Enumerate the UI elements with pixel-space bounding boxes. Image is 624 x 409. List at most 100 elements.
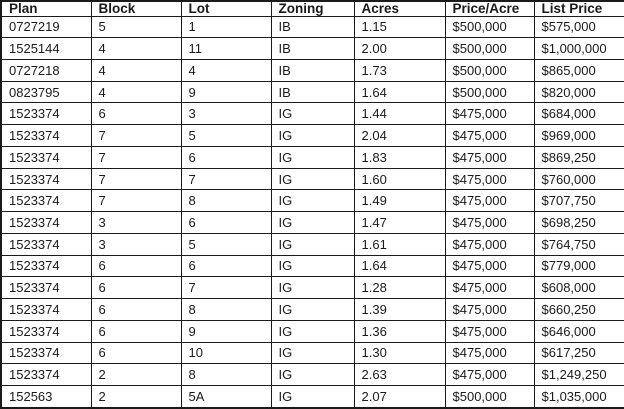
cell-lot: 1 (180, 15, 272, 39)
table-row: 1523374 7 7 IG 1.60 $475,000 $760,000 (0, 167, 624, 191)
cell-zoning: IG (270, 211, 355, 234)
cell-zoning: IG (270, 189, 355, 213)
cell-lot: 6 (180, 254, 272, 278)
table-row: 1523374 3 6 IG 1.47 $475,000 $698,250 (0, 211, 624, 234)
cell-lot: 6 (180, 211, 272, 234)
cell-price_acre: $475,000 (444, 363, 535, 386)
column-header-lot: Lot (180, 0, 272, 17)
cell-acres: 2.04 (353, 124, 446, 147)
cell-price_acre: $475,000 (444, 319, 535, 343)
cell-block: 3 (90, 232, 182, 256)
cell-list_price: $969,000 (533, 124, 624, 147)
cell-acres: 1.15 (353, 15, 446, 39)
table-row: 0727219 5 1 IB 1.15 $500,000 $575,000 (0, 15, 624, 39)
table-row: 1523374 6 8 IG 1.39 $475,000 $660,250 (0, 298, 624, 321)
cell-list_price: $865,000 (533, 58, 624, 82)
cell-lot: 8 (180, 363, 272, 386)
cell-price_acre: $475,000 (444, 211, 535, 234)
cell-plan: 1523374 (0, 232, 92, 256)
cell-lot: 10 (180, 341, 272, 365)
cell-lot: 11 (180, 37, 272, 60)
cell-block: 7 (90, 145, 182, 169)
table-row: 1523374 7 8 IG 1.49 $475,000 $707,750 (0, 189, 624, 213)
cell-lot: 9 (180, 319, 272, 343)
cell-block: 5 (90, 15, 182, 39)
cell-block: 4 (90, 37, 182, 60)
cell-zoning: IB (270, 15, 355, 39)
cell-lot: 7 (180, 276, 272, 300)
cell-zoning: IG (270, 384, 355, 409)
cell-block: 6 (90, 298, 182, 321)
cell-lot: 5 (180, 124, 272, 147)
cell-block: 4 (90, 80, 182, 104)
cell-zoning: IG (270, 232, 355, 256)
table-row: 1523374 6 6 IG 1.64 $475,000 $779,000 (0, 254, 624, 278)
cell-acres: 2.00 (353, 37, 446, 60)
cell-block: 3 (90, 211, 182, 234)
cell-acres: 1.73 (353, 58, 446, 82)
cell-lot: 8 (180, 189, 272, 213)
cell-block: 7 (90, 189, 182, 213)
cell-price_acre: $475,000 (444, 189, 535, 213)
cell-list_price: $760,000 (533, 167, 624, 191)
cell-price_acre: $475,000 (444, 145, 535, 169)
cell-zoning: IG (270, 276, 355, 300)
cell-plan: 1525144 (0, 37, 92, 60)
cell-acres: 1.47 (353, 211, 446, 234)
cell-zoning: IG (270, 167, 355, 191)
cell-block: 2 (90, 384, 182, 409)
cell-acres: 1.30 (353, 341, 446, 365)
column-header-list_price: List Price (533, 0, 624, 17)
table-row: 1523374 6 7 IG 1.28 $475,000 $608,000 (0, 276, 624, 300)
cell-list_price: $617,250 (533, 341, 624, 365)
cell-zoning: IG (270, 102, 355, 126)
cell-price_acre: $500,000 (444, 15, 535, 39)
cell-zoning: IG (270, 254, 355, 278)
cell-plan: 1523374 (0, 145, 92, 169)
cell-price_acre: $500,000 (444, 37, 535, 60)
cell-price_acre: $500,000 (444, 58, 535, 82)
cell-zoning: IG (270, 298, 355, 321)
table-row: 1523374 6 9 IG 1.36 $475,000 $646,000 (0, 319, 624, 343)
cell-block: 6 (90, 254, 182, 278)
cell-list_price: $820,000 (533, 80, 624, 104)
cell-zoning: IG (270, 363, 355, 386)
cell-plan: 0727219 (0, 15, 92, 39)
cell-lot: 6 (180, 145, 272, 169)
table-row: 1525144 4 11 IB 2.00 $500,000 $1,000,000 (0, 37, 624, 60)
cell-list_price: $1,035,000 (533, 384, 624, 409)
cell-zoning: IB (270, 58, 355, 82)
cell-price_acre: $475,000 (444, 167, 535, 191)
cell-plan: 152563 (0, 384, 92, 409)
cell-lot: 8 (180, 298, 272, 321)
cell-plan: 1523374 (0, 363, 92, 386)
cell-price_acre: $475,000 (444, 341, 535, 365)
cell-acres: 2.63 (353, 363, 446, 386)
cell-plan: 1523374 (0, 341, 92, 365)
column-header-zoning: Zoning (270, 0, 355, 17)
cell-block: 6 (90, 102, 182, 126)
cell-block: 2 (90, 363, 182, 386)
table-row: 152563 2 5A IG 2.07 $500,000 $1,035,000 (0, 384, 624, 409)
cell-list_price: $764,750 (533, 232, 624, 256)
table-row: 1523374 3 5 IG 1.61 $475,000 $764,750 (0, 232, 624, 256)
table-row: 1523374 7 5 IG 2.04 $475,000 $969,000 (0, 124, 624, 147)
table-row: 1523374 6 10 IG 1.30 $475,000 $617,250 (0, 341, 624, 365)
cell-price_acre: $475,000 (444, 232, 535, 256)
column-header-acres: Acres (353, 0, 446, 17)
cell-price_acre: $475,000 (444, 124, 535, 147)
cell-plan: 1523374 (0, 254, 92, 278)
cell-list_price: $707,750 (533, 189, 624, 213)
cell-acres: 2.07 (353, 384, 446, 409)
cell-zoning: IB (270, 37, 355, 60)
cell-block: 6 (90, 341, 182, 365)
cell-plan: 1523374 (0, 298, 92, 321)
cell-list_price: $869,250 (533, 145, 624, 169)
cell-lot: 9 (180, 80, 272, 104)
cell-acres: 1.83 (353, 145, 446, 169)
cell-block: 4 (90, 58, 182, 82)
table-row: 0823795 4 9 IB 1.64 $500,000 $820,000 (0, 80, 624, 104)
cell-acres: 1.61 (353, 232, 446, 256)
